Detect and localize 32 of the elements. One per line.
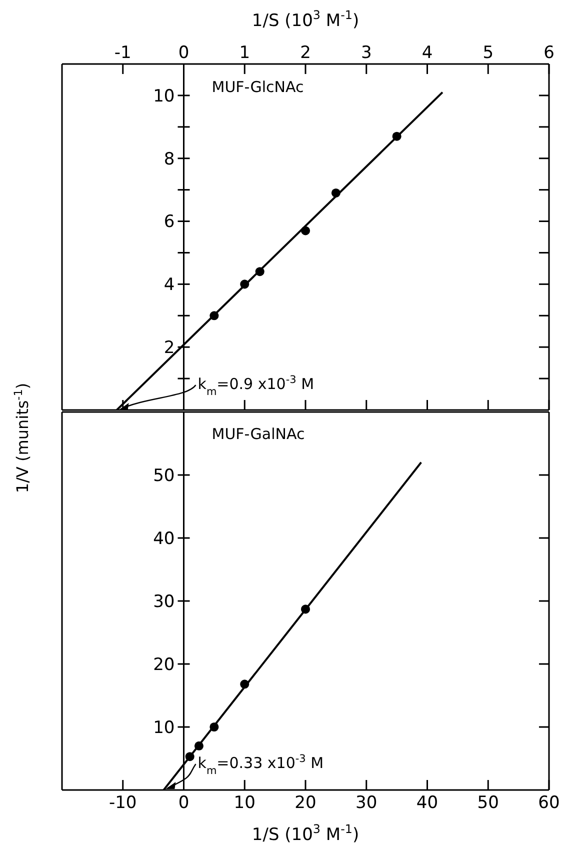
y-tick-label: 2 (164, 338, 175, 358)
x-tick-label: 10 (234, 793, 256, 814)
y-tick-label: 10 (153, 86, 175, 106)
annotation: k$_{m}$=0.9 x10$^{-3}$ M (198, 374, 314, 398)
y-tick-label: 20 (153, 654, 175, 675)
x-axis-title: 1/S (10$^{3}$ M$^{-1}$) (252, 8, 360, 31)
x-tick-label: 40 (416, 793, 438, 814)
x-tick-label: 6 (544, 43, 554, 63)
y-tick-label: 10 (153, 718, 175, 738)
text: MUF-GlcNAc (212, 78, 304, 96)
annotation: k$_{m}$=0.33 x10$^{-3}$ M (198, 753, 324, 777)
x-tick-label: 30 (356, 793, 378, 814)
x-tick-label: 50 (477, 793, 499, 814)
text: MUF-GalNAc (212, 425, 305, 443)
x-tick-label: 1 (239, 43, 250, 63)
x-tick-label: 3 (360, 43, 372, 63)
x-axis-title: 1/S (10$^{3}$ M$^{-1}$) (252, 822, 360, 845)
x-tick-label: 5 (482, 43, 494, 63)
x-tick-label: 60 (538, 793, 560, 814)
x-tick-label: 0 (178, 793, 190, 814)
x-tick-label: 2 (300, 43, 311, 63)
x-tick-label: -1 (114, 43, 132, 63)
y-tick-label: 6 (164, 212, 175, 232)
x-tick-label: 4 (422, 43, 433, 63)
y-tick-label: 40 (153, 528, 175, 549)
x-tick-label: 20 (294, 793, 316, 814)
y-tick-label: 30 (153, 592, 175, 612)
y-tick-label: 4 (164, 275, 175, 296)
x-tick-label: -10 (108, 793, 137, 814)
y-tick-label: 8 (164, 149, 175, 170)
x-tick-label: 0 (178, 43, 190, 63)
y-tick-label: 50 (153, 466, 175, 486)
